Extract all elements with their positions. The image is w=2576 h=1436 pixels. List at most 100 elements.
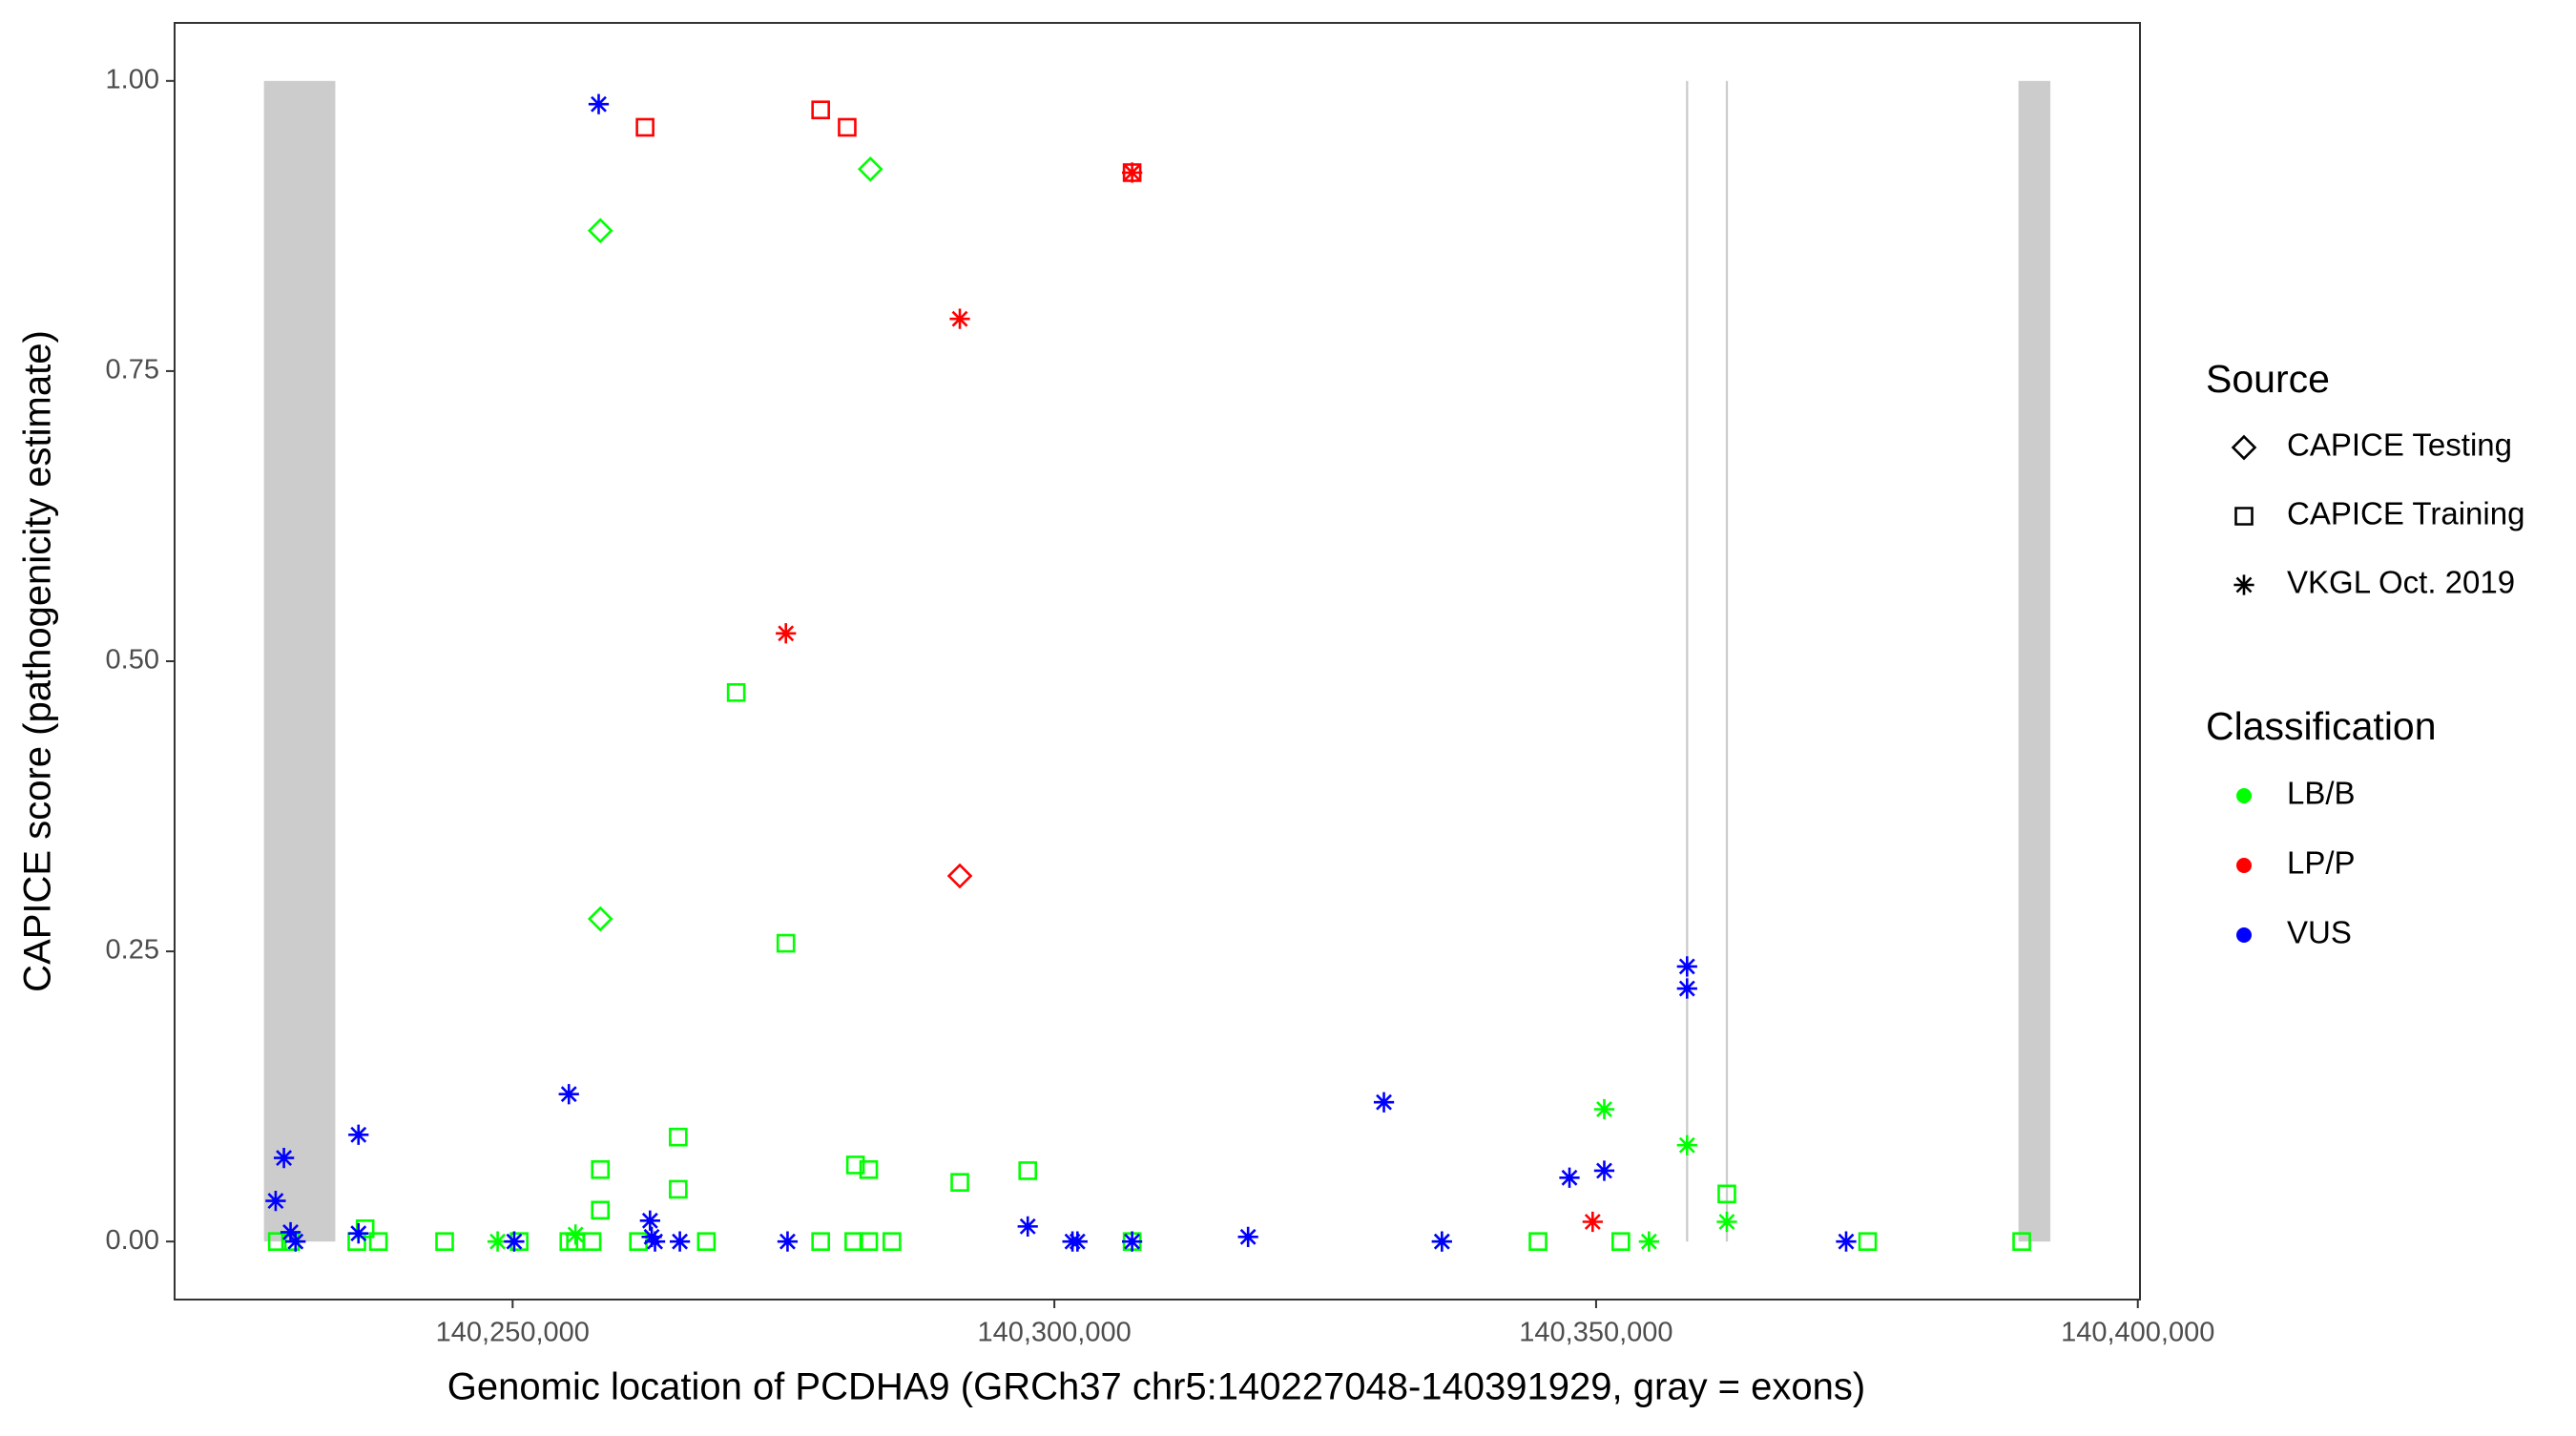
legend-label: CAPICE Testing bbox=[2287, 427, 2512, 463]
y-tick-label: 1.00 bbox=[106, 64, 159, 94]
point bbox=[811, 100, 830, 120]
point bbox=[1858, 1232, 1878, 1251]
point bbox=[1638, 1231, 1659, 1252]
point bbox=[1582, 1211, 1603, 1233]
point bbox=[669, 1127, 688, 1147]
point bbox=[1676, 978, 1697, 999]
point bbox=[1593, 1160, 1615, 1181]
y-tick-label: 0.25 bbox=[106, 935, 159, 966]
point bbox=[669, 1231, 691, 1252]
point bbox=[726, 683, 746, 702]
point bbox=[696, 1232, 717, 1251]
point bbox=[883, 1232, 902, 1251]
point bbox=[635, 117, 654, 137]
point bbox=[1017, 1216, 1038, 1237]
exon-band bbox=[2018, 80, 2051, 1242]
legend-label: LP/P bbox=[2287, 845, 2356, 881]
point bbox=[1676, 1134, 1697, 1155]
legend-key bbox=[2236, 927, 2252, 943]
legend-label: LB/B bbox=[2287, 776, 2356, 811]
x-tick-label: 140,400,000 bbox=[2061, 1318, 2214, 1348]
point bbox=[1018, 1161, 1038, 1180]
point bbox=[859, 1159, 879, 1179]
point bbox=[1121, 1231, 1143, 1252]
point bbox=[587, 905, 613, 932]
legend-label: VUS bbox=[2287, 915, 2352, 950]
point bbox=[1237, 1226, 1258, 1247]
point bbox=[1122, 163, 1142, 182]
legend-key bbox=[2236, 788, 2252, 803]
y-tick-label: 0.50 bbox=[106, 645, 159, 676]
y-tick-label: 0.75 bbox=[106, 355, 159, 385]
point bbox=[669, 1179, 688, 1199]
point bbox=[1528, 1232, 1548, 1251]
point bbox=[368, 1232, 388, 1251]
point bbox=[2012, 1232, 2031, 1251]
point bbox=[285, 1231, 306, 1252]
legend-label: CAPICE Training bbox=[2287, 496, 2524, 531]
points bbox=[265, 94, 2031, 1252]
point bbox=[1716, 1211, 1737, 1233]
point bbox=[776, 933, 796, 953]
y-tick-label: 0.00 bbox=[106, 1225, 159, 1256]
legend-label: VKGL Oct. 2019 bbox=[2287, 565, 2515, 600]
point bbox=[1373, 1092, 1395, 1113]
point bbox=[950, 1173, 969, 1192]
point bbox=[565, 1224, 586, 1245]
legend-key bbox=[2231, 434, 2257, 461]
y-axis-title: CAPICE score (pathogenicity estimate) bbox=[17, 330, 59, 992]
point bbox=[1717, 1184, 1736, 1204]
point bbox=[1122, 1232, 1142, 1251]
point bbox=[588, 94, 610, 114]
point bbox=[1559, 1167, 1580, 1188]
legend-key bbox=[2234, 507, 2254, 526]
point bbox=[280, 1221, 301, 1243]
point bbox=[348, 1124, 369, 1145]
point bbox=[591, 1159, 611, 1179]
point bbox=[644, 1231, 666, 1252]
legend-key bbox=[2236, 858, 2252, 873]
point bbox=[1067, 1231, 1088, 1252]
point bbox=[1121, 162, 1143, 183]
legend-title: Source bbox=[2206, 357, 2330, 401]
panel-border bbox=[174, 22, 2141, 1301]
point bbox=[487, 1231, 509, 1252]
point bbox=[591, 1200, 611, 1220]
point bbox=[845, 1155, 865, 1175]
x-tick-label: 140,350,000 bbox=[1519, 1318, 1672, 1348]
x-tick-label: 140,300,000 bbox=[977, 1318, 1131, 1348]
exon-band bbox=[1686, 80, 1689, 1242]
point bbox=[629, 1232, 648, 1251]
exon-band bbox=[263, 80, 336, 1242]
point bbox=[859, 1232, 879, 1251]
point bbox=[1611, 1232, 1631, 1251]
point bbox=[348, 1223, 369, 1244]
legend-title: Classification bbox=[2206, 704, 2437, 748]
point bbox=[1593, 1098, 1615, 1120]
point bbox=[273, 1147, 295, 1169]
point bbox=[857, 156, 883, 182]
point bbox=[265, 1190, 286, 1212]
x-axis-title: Genomic location of PCDHA9 (GRCh37 chr5:… bbox=[447, 1366, 1865, 1408]
point bbox=[587, 218, 613, 244]
point bbox=[777, 1231, 799, 1252]
point bbox=[838, 117, 857, 137]
point bbox=[811, 1232, 830, 1251]
point bbox=[582, 1232, 602, 1251]
x-tick-label: 140,250,000 bbox=[436, 1318, 590, 1348]
point bbox=[946, 863, 973, 889]
point bbox=[435, 1232, 454, 1251]
point bbox=[639, 1210, 660, 1231]
legend-key bbox=[2233, 574, 2254, 595]
exon-band bbox=[1725, 80, 1729, 1242]
point bbox=[1431, 1231, 1452, 1252]
point bbox=[949, 308, 970, 329]
point bbox=[504, 1231, 525, 1252]
point bbox=[558, 1084, 579, 1105]
point bbox=[776, 623, 797, 644]
point bbox=[1676, 956, 1697, 977]
point bbox=[1836, 1231, 1857, 1252]
